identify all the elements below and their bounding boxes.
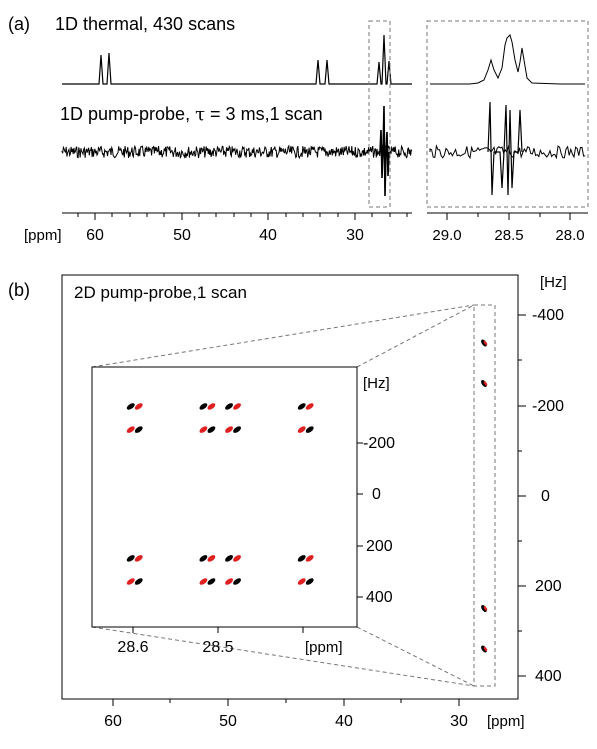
peak-mark (481, 339, 487, 347)
b-x-tick-label: 40 (335, 713, 353, 730)
inset-b-y-ticks (357, 442, 363, 598)
b-y-tick-label: -400 (532, 307, 564, 324)
inset-b-y-tick-label: 200 (366, 538, 393, 555)
zoom-region-box (368, 20, 391, 208)
peak-mark (207, 403, 216, 410)
peak-mark (233, 426, 241, 433)
peak-mark (207, 426, 216, 433)
b-main-peaks (481, 339, 488, 653)
pump-probe-spectrum-trace (61, 144, 413, 160)
peak-mark (305, 578, 314, 585)
inset-b-x-tick-label: 28.5 (202, 639, 233, 656)
peak-mark (225, 578, 233, 585)
peak-mark (483, 606, 488, 611)
inset-b-y-tick-label: -200 (363, 435, 395, 452)
pump-probe-peak (379, 105, 390, 197)
main-x-tick-label: 30 (346, 227, 364, 244)
peak-mark (126, 555, 135, 562)
inset-b-x-tick-label: 28.6 (117, 639, 148, 656)
panel-b-title: 2D pump-probe,1 scan (74, 283, 247, 302)
main-x-tick-label: 40 (259, 227, 277, 244)
peak-mark (481, 645, 487, 653)
peak-mark (134, 555, 143, 562)
peak-mark (126, 426, 135, 433)
peak-mark (134, 403, 143, 410)
peak-mark (305, 426, 314, 433)
peak-mark (483, 646, 488, 652)
peak-mark (207, 578, 216, 585)
peak-mark (305, 403, 314, 410)
b-y-tick-label: 400 (535, 668, 562, 685)
panel-b-label: (b) (8, 280, 30, 300)
inset-pump-probe-peaks (487, 101, 523, 196)
inset-a-x-tick-label: 29.0 (432, 227, 461, 244)
b-x-unit: [ppm] (487, 713, 525, 730)
inset-thermal-trace (430, 34, 585, 85)
peak-mark (297, 578, 306, 585)
peak-mark (297, 426, 306, 433)
peak-mark (126, 578, 135, 585)
b-x-ticks (112, 699, 460, 706)
main-x-tick-label: 60 (86, 227, 104, 244)
peak-mark (297, 555, 306, 562)
panel-b-frame (61, 274, 519, 700)
peak-mark (483, 340, 488, 346)
thermal-spectrum-trace (62, 34, 412, 85)
peak-mark (207, 555, 216, 562)
zoom-projection-lines (91, 304, 496, 687)
inset-a-x-tick-label: 28.5 (494, 227, 523, 244)
b-y-tick-label: -200 (532, 398, 564, 415)
inset-b-y-unit: [Hz] (363, 375, 390, 392)
peak-mark (126, 403, 135, 410)
pump-probe-noise (61, 144, 413, 160)
panel-a-label: (a) (8, 14, 30, 34)
pump-probe-label: 1D pump-probe, τ = 3 ms,1 scan (60, 104, 323, 125)
peak-mark (134, 426, 143, 433)
b-x-tick-label: 50 (219, 713, 237, 730)
inset-b-y-tick-label: 0 (372, 486, 381, 503)
main-x-unit: [ppm] (24, 227, 62, 244)
peak-mark (225, 426, 233, 433)
thermal-label: 1D thermal, 430 scans (55, 14, 235, 34)
b-y-ticks (518, 314, 526, 677)
inset-b-x-ticks (132, 627, 304, 633)
peak-mark (233, 578, 241, 585)
inset-b-y-tick-label: 400 (366, 589, 393, 606)
b-y-tick-label: 200 (535, 578, 562, 595)
b-y-unit: [Hz] (540, 274, 567, 291)
inset-b-x-unit: [ppm] (305, 639, 343, 656)
b-x-tick-label: 60 (104, 713, 122, 730)
inset-a-x-tick-label: 28.0 (555, 227, 584, 244)
peak-mark (233, 555, 241, 562)
b-inset-peaks (126, 403, 314, 585)
main-x-ticks (77, 213, 408, 220)
b-x-tick-label: 30 (450, 713, 468, 730)
inset-a-box (426, 20, 589, 208)
main-x-tick-label: 50 (173, 227, 191, 244)
peak-mark (134, 578, 143, 585)
peak-mark (305, 555, 314, 562)
peak-mark (225, 555, 233, 562)
b-y-tick-label: 0 (541, 488, 550, 505)
inset-a-x-ticks (446, 213, 571, 220)
peak-mark (297, 403, 306, 410)
peak-mark (483, 381, 488, 386)
peak-mark (481, 379, 487, 388)
peak-mark (481, 604, 487, 613)
peak-mark (233, 403, 241, 410)
peak-mark (199, 426, 208, 433)
peak-mark (199, 578, 208, 585)
peak-mark (199, 555, 208, 562)
peak-mark (199, 403, 208, 410)
peak-mark (225, 403, 233, 410)
